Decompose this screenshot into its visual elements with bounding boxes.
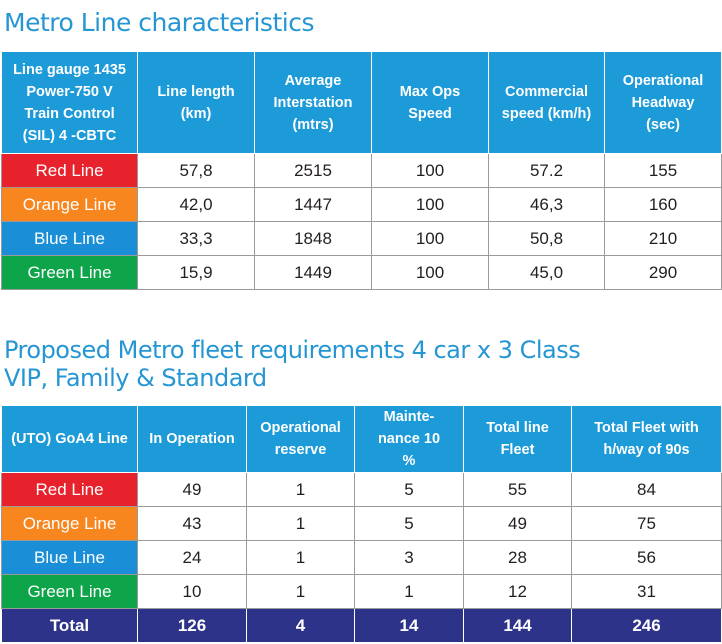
fleet-table: (UTO) GoA4 Line In Operation Operational… [1, 405, 722, 643]
header-total-fleet-headway: Total Fleet with h/way of 90s [571, 405, 722, 473]
table-row: Red Line 57,8 2515 100 57.2 155 [1, 153, 722, 188]
cell: 1449 [254, 255, 372, 290]
cell: 100 [371, 153, 489, 188]
cell: 49 [463, 506, 572, 541]
characteristics-table: Line gauge 1435 Power-750 V Train Contro… [1, 51, 722, 290]
header-line-gauge: Line gauge 1435 Power-750 V Train Contro… [1, 51, 138, 154]
fleet-title-line1: Proposed Metro fleet requirements 4 car … [4, 336, 581, 364]
cell: 50,8 [488, 221, 605, 256]
cell: 28 [463, 540, 572, 575]
cell: 1 [246, 574, 355, 609]
cell: 5 [354, 472, 464, 507]
cell: 100 [371, 187, 489, 222]
cell: 160 [604, 187, 722, 222]
line-label: Red Line [1, 153, 138, 188]
header-operational-reserve: Operational reserve [246, 405, 355, 473]
cell: 45,0 [488, 255, 605, 290]
line-label: Orange Line [1, 506, 138, 541]
total-cell: 144 [463, 608, 572, 643]
cell: 57.2 [488, 153, 605, 188]
total-cell: 14 [354, 608, 464, 643]
header-goa4-line: (UTO) GoA4 Line [1, 405, 138, 473]
cell: 33,3 [137, 221, 255, 256]
cell: 24 [137, 540, 247, 575]
header-average-interstation: Average Interstation (mtrs) [254, 51, 372, 154]
cell: 100 [371, 221, 489, 256]
cell: 56 [571, 540, 722, 575]
characteristics-title: Metro Line characteristics [4, 8, 314, 37]
line-label: Orange Line [1, 187, 138, 222]
total-cell: 126 [137, 608, 247, 643]
cell: 3 [354, 540, 464, 575]
table-row: Orange Line 43 1 5 49 75 [1, 506, 722, 541]
table-row: Red Line 49 1 5 55 84 [1, 472, 722, 507]
line-label: Blue Line [1, 540, 138, 575]
cell: 1848 [254, 221, 372, 256]
header-in-operation: In Operation [137, 405, 247, 473]
cell: 1 [246, 540, 355, 575]
cell: 55 [463, 472, 572, 507]
cell: 155 [604, 153, 722, 188]
table-row: Orange Line 42,0 1447 100 46,3 160 [1, 187, 722, 222]
cell: 31 [571, 574, 722, 609]
cell: 12 [463, 574, 572, 609]
cell: 57,8 [137, 153, 255, 188]
cell: 1 [246, 506, 355, 541]
cell: 84 [571, 472, 722, 507]
characteristics-header-row: Line gauge 1435 Power-750 V Train Contro… [1, 51, 722, 154]
table-row: Blue Line 24 1 3 28 56 [1, 540, 722, 575]
cell: 42,0 [137, 187, 255, 222]
cell: 10 [137, 574, 247, 609]
cell: 1447 [254, 187, 372, 222]
cell: 1 [246, 472, 355, 507]
header-line-length: Line length (km) [137, 51, 255, 154]
cell: 15,9 [137, 255, 255, 290]
total-cell: 246 [571, 608, 722, 643]
total-label: Total [1, 608, 138, 643]
cell: 46,3 [488, 187, 605, 222]
total-cell: 4 [246, 608, 355, 643]
header-maintenance: Mainte- nance 10 % [354, 405, 464, 473]
header-commercial-speed: Commercial speed (km/h) [488, 51, 605, 154]
line-label: Blue Line [1, 221, 138, 256]
cell: 75 [571, 506, 722, 541]
cell: 210 [604, 221, 722, 256]
table-row: Blue Line 33,3 1848 100 50,8 210 [1, 221, 722, 256]
header-total-line-fleet: Total line Fleet [463, 405, 572, 473]
line-label: Green Line [1, 255, 138, 290]
table-row: Green Line 15,9 1449 100 45,0 290 [1, 255, 722, 290]
fleet-header-row: (UTO) GoA4 Line In Operation Operational… [1, 405, 722, 473]
fleet-title: Proposed Metro fleet requirements 4 car … [4, 336, 581, 392]
table-row: Green Line 10 1 1 12 31 [1, 574, 722, 609]
line-label: Green Line [1, 574, 138, 609]
cell: 2515 [254, 153, 372, 188]
cell: 49 [137, 472, 247, 507]
header-operational-headway: Operational Headway (sec) [604, 51, 722, 154]
fleet-title-line2: VIP, Family & Standard [4, 364, 267, 392]
cell: 43 [137, 506, 247, 541]
cell: 100 [371, 255, 489, 290]
cell: 5 [354, 506, 464, 541]
cell: 1 [354, 574, 464, 609]
total-row: Total 126 4 14 144 246 [1, 608, 722, 643]
line-label: Red Line [1, 472, 138, 507]
cell: 290 [604, 255, 722, 290]
header-max-ops-speed: Max Ops Speed [371, 51, 489, 154]
